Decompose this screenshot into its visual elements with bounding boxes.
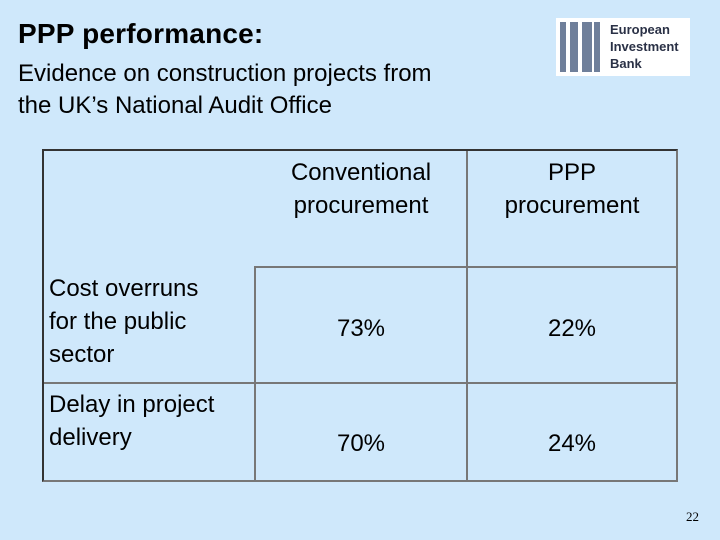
page-title: PPP performance: [18,18,264,49]
page-subtitle: Evidence on construction projects from t… [18,58,558,122]
logo-text: European Investment Bank [610,22,679,71]
row-label-cost-overruns: Cost overruns for the public sector [49,275,199,368]
table-cell-value: 24% [547,430,597,457]
column-header-ppp: PPP procurement [504,159,640,219]
table-cell-value: 70% [336,430,386,457]
table-cell-value: 73% [336,315,386,342]
column-divider [254,266,256,482]
comparison-table: Conventional procurement PPP procurement… [42,149,678,482]
column-divider [466,151,468,482]
row-divider [44,382,676,384]
eib-logo: European Investment Bank [556,18,690,76]
eib-logo-icon [560,22,602,72]
subtitle-line: Evidence on construction projects from [18,60,432,87]
column-header-conventional: Conventional procurement [290,159,432,219]
table-cell-value: 22% [547,315,597,342]
subtitle-line: the UK’s National Audit Office [18,92,332,119]
row-label-delay: Delay in project delivery [49,391,215,451]
page-number: 22 [686,509,699,524]
row-divider [254,266,676,268]
